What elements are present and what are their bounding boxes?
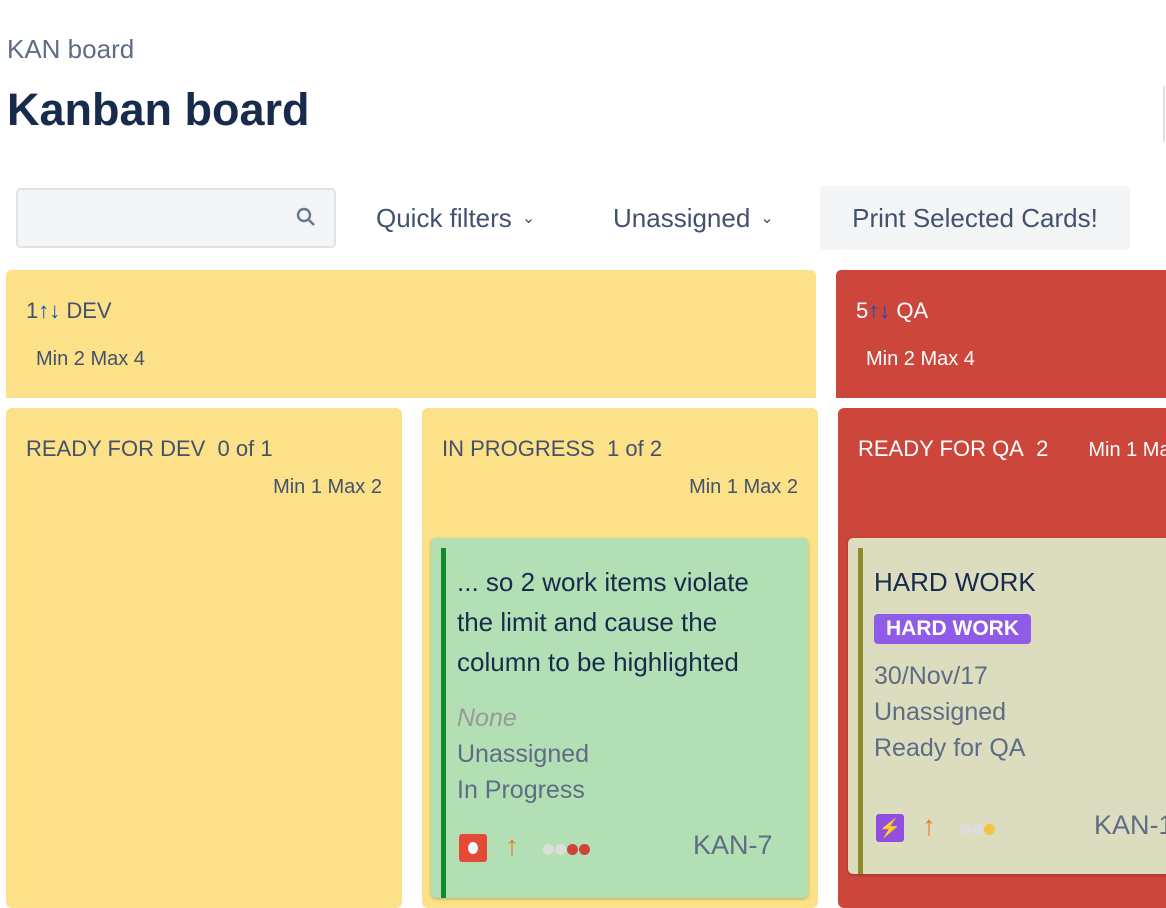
group-limits: Min 2 Max 4 [36,348,145,370]
column-count: 2 [1036,436,1049,461]
column-group-qa: 5↑↓ QA Min 2 Max 4 [836,270,1166,398]
epic-label-badge[interactable]: HARD WORK [874,614,1031,644]
issue-card[interactable]: HARD WORK HARD WORK 30/Nov/17 Unassigned… [848,538,1166,874]
assignee-dropdown[interactable]: Unassigned ⌄ [613,188,774,248]
column-group-dev: 1↑↓ DEV Min 2 Max 4 [6,270,816,398]
sort-arrows-icon[interactable]: ↑↓ [38,298,61,323]
column-name: READY FOR QA [858,436,1024,461]
column-limits: Min 1 Max 2 [1088,439,1166,461]
bug-icon [459,834,487,862]
search-input[interactable] [16,188,336,248]
card-due-date: None [457,704,517,732]
card-summary: ... so 2 work items violate the limit an… [457,567,749,677]
sort-arrows-icon[interactable]: ↑↓ [868,298,891,323]
card-assignee: Unassigned [874,698,1007,726]
estimate-dots-icon [960,822,996,840]
assignee-label: Unassigned [613,203,751,233]
chevron-down-icon: ⌄ [760,210,774,227]
estimate-dots-icon [543,842,591,860]
search-icon [296,207,315,226]
card-summary: HARD WORK [874,567,1036,597]
column-limits: Min 1 Max 2 [689,476,798,498]
card-key[interactable]: KAN-1 [1094,810,1166,840]
column-count: 1 of 2 [607,436,663,461]
group-limits: Min 2 Max 4 [866,348,975,370]
column-limits: Min 1 Max 2 [273,476,382,498]
card-assignee: Unassigned [457,740,590,768]
card-color-bar [441,548,446,898]
card-due-date: 30/Nov/17 [874,662,988,690]
quick-filters-label: Quick filters [376,203,512,233]
column-ready-for-dev: READY FOR DEV 0 of 1 Min 1 Max 2 [6,408,402,908]
priority-high-icon: ↑ [922,810,936,841]
column-name: IN PROGRESS [442,436,595,461]
card-status: In Progress [457,776,585,804]
priority-high-icon: ↑ [505,830,519,861]
card-color-bar [858,548,863,874]
page-title: Kanban board [7,84,310,135]
group-count: 1 [26,298,39,323]
card-status: Ready for QA [874,734,1026,762]
group-name: DEV [66,298,112,323]
breadcrumb[interactable]: KAN board [7,34,135,64]
epic-icon: ⚡ [876,814,904,842]
group-name: QA [896,298,929,323]
column-count: 0 of 1 [217,436,273,461]
quick-filters-dropdown[interactable]: Quick filters ⌄ [376,188,535,248]
print-selected-cards-button[interactable]: Print Selected Cards! [820,186,1130,250]
column-name: READY FOR DEV [26,436,206,461]
header-action-edge [1163,86,1166,142]
issue-card[interactable]: ... so 2 work items violate the limit an… [431,538,808,898]
chevron-down-icon: ⌄ [521,210,536,227]
group-count: 5 [856,298,869,323]
card-key[interactable]: KAN-7 [693,830,773,860]
